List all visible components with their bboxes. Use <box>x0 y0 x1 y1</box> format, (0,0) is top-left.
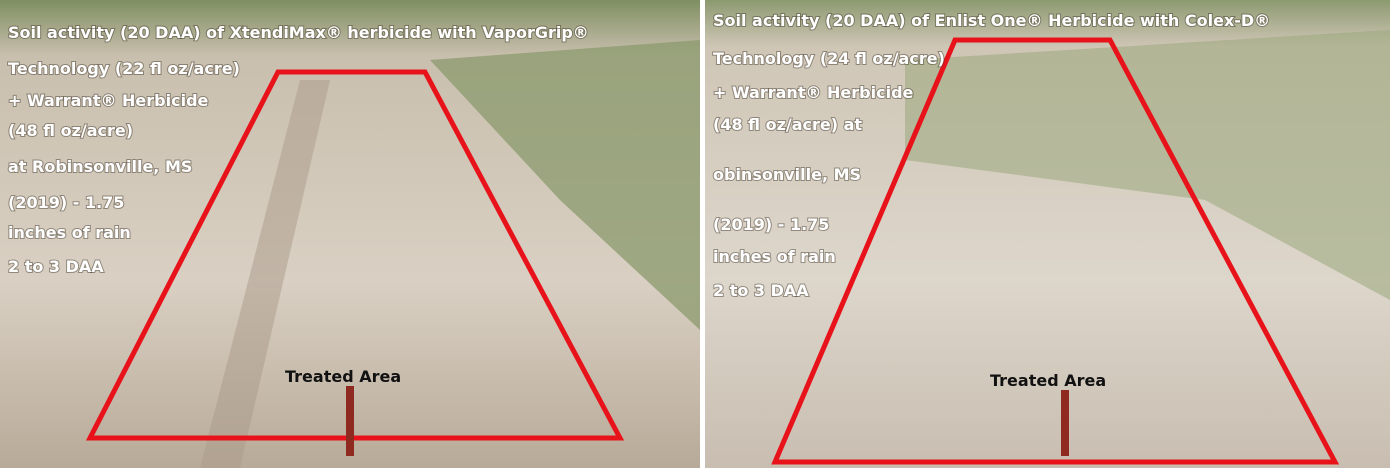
left-photo: Soil activity (20 DAA) of XtendiMax® her… <box>0 0 700 468</box>
stake <box>1061 390 1069 456</box>
stake <box>346 386 354 456</box>
caption-line: + Warrant® Herbicide <box>713 83 914 102</box>
caption-line: inches of rain <box>713 247 836 266</box>
caption-line: (48 fl oz/acre) at <box>713 115 862 134</box>
caption-line: inches of rain <box>8 223 131 242</box>
right-photo: Soil activity (20 DAA) of Enlist One® He… <box>705 0 1390 468</box>
caption-line: + Warrant® Herbicide <box>8 91 209 110</box>
caption-line: at Robinsonville, MS <box>8 157 192 176</box>
caption-line: (48 fl oz/acre) <box>8 121 133 140</box>
caption-line: 2 to 3 DAA <box>8 257 104 276</box>
caption-line: obinsonville, MS <box>713 165 861 184</box>
page: {"panels": [ {"caption": ["Soil activity… <box>0 0 1390 468</box>
caption-line: Technology (24 fl oz/acre) <box>713 49 945 68</box>
caption-line: Soil activity (20 DAA) of Enlist One® He… <box>713 11 1270 30</box>
caption-line: Soil activity (20 DAA) of XtendiMax® her… <box>8 23 589 42</box>
treated-label: Treated Area <box>285 367 401 386</box>
caption-line: Technology (22 fl oz/acre) <box>8 59 240 78</box>
caption-line: (2019) - 1.75 <box>8 193 124 212</box>
caption-line: (2019) - 1.75 <box>713 215 829 234</box>
caption-line: 2 to 3 DAA <box>713 281 809 300</box>
treated-label: Treated Area <box>990 371 1106 390</box>
